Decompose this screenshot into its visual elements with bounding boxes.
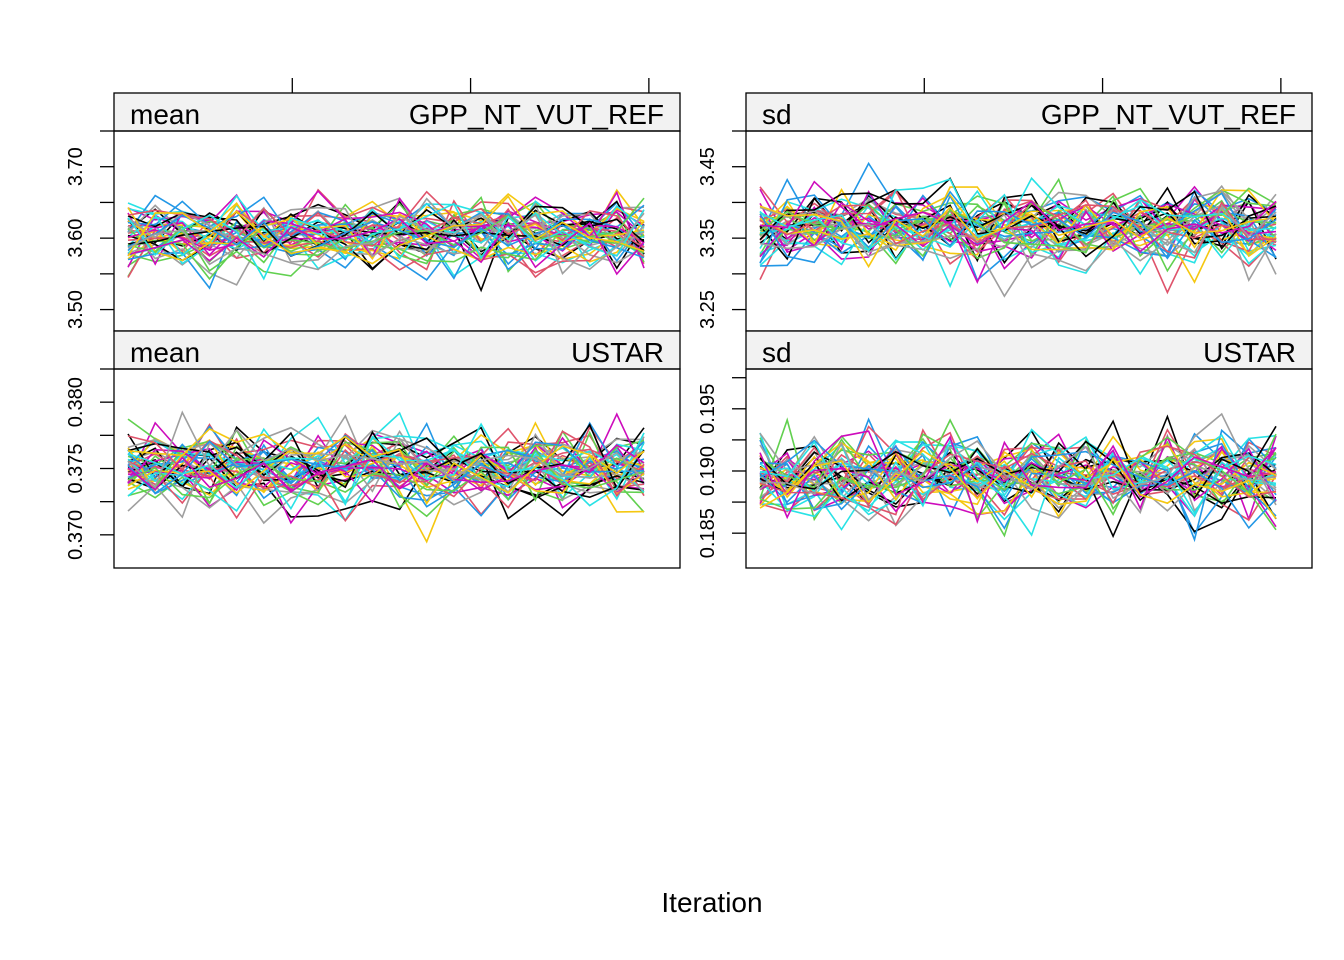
chain-trace	[127, 196, 645, 241]
chain-trace	[759, 180, 1277, 285]
y-tick-label: 3.35	[697, 219, 719, 258]
chain-trace	[759, 434, 1277, 513]
panel-traces	[127, 188, 645, 293]
y-tick-label: 0.190	[697, 446, 719, 496]
strip-stat-label: sd	[762, 99, 792, 130]
strip-stat-label: mean	[130, 99, 200, 130]
x-axis-label: Iteration	[661, 887, 762, 918]
chain-trace	[759, 210, 1277, 264]
chain-trace	[127, 440, 645, 495]
strip-variable-label: USTAR	[571, 337, 664, 368]
chain-trace	[759, 412, 1277, 502]
strip-stat-label: sd	[762, 337, 792, 368]
chain-trace	[759, 176, 1277, 253]
chain-trace	[759, 446, 1277, 509]
y-tick-label: 3.45	[697, 147, 719, 186]
chain-trace	[759, 206, 1277, 298]
panel-traces	[127, 410, 645, 544]
chain-trace	[127, 410, 645, 489]
chain-trace	[759, 430, 1277, 525]
panel-strip	[745, 92, 1313, 132]
chain-trace	[127, 217, 645, 276]
chain-trace	[759, 200, 1277, 259]
chain-trace	[127, 443, 645, 493]
chain-trace	[127, 422, 645, 507]
panel-sd-ustar: sd USTAR 0.185 0.190 0.195	[697, 330, 1313, 569]
chain-trace	[759, 205, 1277, 258]
chain-trace	[759, 438, 1277, 537]
y-tick-label: 3.25	[697, 290, 719, 329]
y-tick-label: 3.70	[65, 147, 87, 186]
y-tick-label: 0.375	[65, 443, 87, 493]
y-tick-label: 3.50	[65, 290, 87, 329]
chain-trace	[127, 427, 645, 505]
chain-trace	[127, 202, 645, 281]
panel-traces	[759, 412, 1277, 543]
chain-trace	[759, 440, 1277, 531]
strip-variable-label: USTAR	[1203, 337, 1296, 368]
strip-variable-label: GPP_NT_VUT_REF	[1041, 99, 1296, 130]
chain-trace	[759, 200, 1277, 264]
chain-trace	[127, 212, 645, 271]
chain-trace	[759, 428, 1277, 493]
y-tick-label: 3.60	[65, 219, 87, 258]
chain-trace	[127, 190, 645, 248]
chain-trace	[759, 445, 1277, 526]
panels-layer: mean GPP_NT_VUT_REF 3.50 3.60 3.70 sd GPP_NT_V…	[65, 78, 1313, 569]
panel-mean-ustar: mean USTAR 0.370 0.375 0.380	[65, 330, 681, 569]
chain-trace	[759, 185, 1277, 270]
panel-traces	[759, 161, 1277, 298]
y-tick-label: 0.370	[65, 510, 87, 560]
chain-trace	[127, 438, 645, 494]
y-tick-label: 0.195	[697, 384, 719, 434]
chain-trace	[127, 195, 645, 265]
chain-trace	[127, 443, 645, 496]
y-tick-label: 0.380	[65, 377, 87, 427]
chain-trace	[759, 425, 1277, 502]
chain-trace	[759, 449, 1277, 520]
strip-variable-label: GPP_NT_VUT_REF	[409, 99, 664, 130]
chain-trace	[759, 177, 1277, 258]
y-tick-label: 0.185	[697, 508, 719, 558]
chain-trace	[127, 197, 645, 277]
strip-stat-label: mean	[130, 337, 200, 368]
chain-trace	[127, 430, 645, 498]
chain-trace	[127, 214, 645, 259]
chain-trace	[127, 206, 645, 266]
chain-trace	[759, 209, 1277, 284]
panel-sd-gpp_nt_vut_ref: sd GPP_NT_VUT_REF 3.25 3.35 3.45	[697, 78, 1313, 332]
panel-mean-gpp_nt_vut_ref: mean GPP_NT_VUT_REF 3.50 3.60 3.70	[65, 78, 681, 332]
panel-strip	[745, 330, 1313, 370]
chain-trace	[127, 192, 645, 255]
panel-frame	[745, 368, 1313, 569]
chain-trace	[127, 447, 645, 518]
chain-trace	[759, 450, 1277, 518]
